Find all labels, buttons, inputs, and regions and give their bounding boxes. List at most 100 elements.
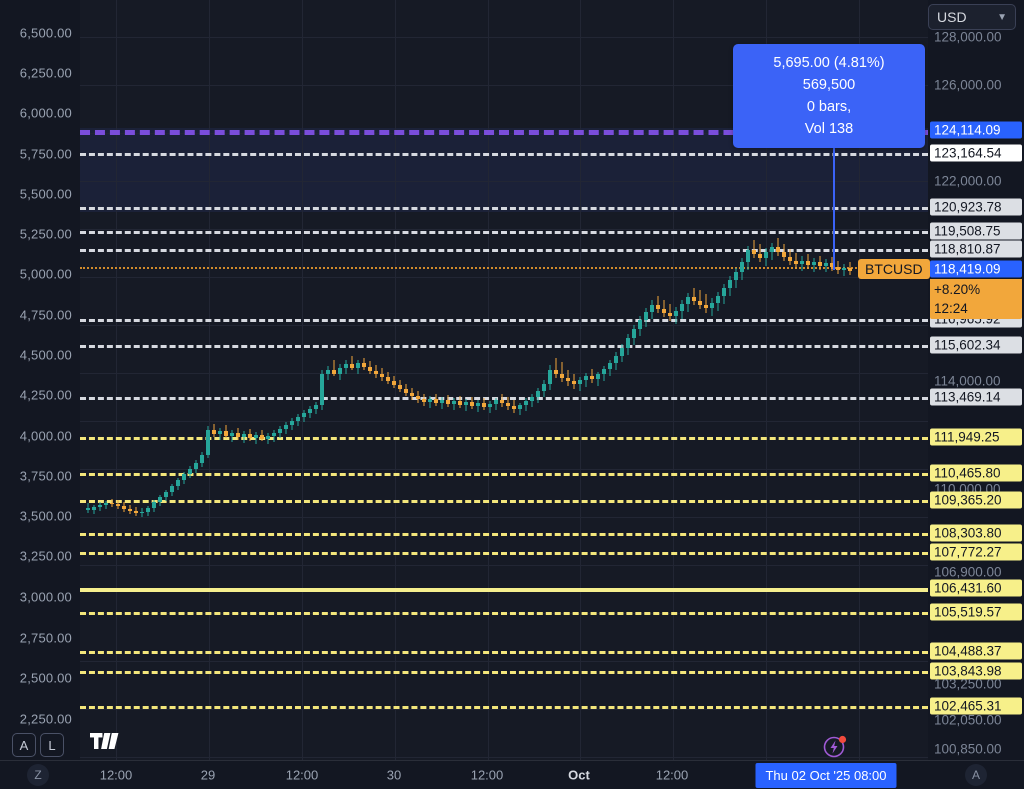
time-axis-label: 12:00 <box>285 767 319 783</box>
candle-body <box>404 389 408 393</box>
candle-wick <box>465 399 467 411</box>
candlestick <box>128 0 132 760</box>
price-level-badge: 105,519.57 <box>930 603 1022 621</box>
candle-body <box>326 370 330 374</box>
time-autoscale-button[interactable]: A <box>965 764 987 786</box>
candle-body <box>824 263 828 266</box>
candlestick <box>734 0 738 760</box>
time-axis-label: 29 <box>200 767 216 783</box>
indicator-line <box>80 706 928 709</box>
candle-body <box>254 435 258 438</box>
candlestick <box>272 0 276 760</box>
candle-body <box>518 405 522 409</box>
candlestick <box>440 0 444 760</box>
candle-body <box>776 247 780 252</box>
candle-body <box>248 434 252 438</box>
alert-lightning-icon[interactable] <box>822 733 848 759</box>
candle-wick <box>561 362 563 382</box>
candlestick <box>308 0 312 760</box>
chevron-down-icon: ▼ <box>997 11 1007 23</box>
candlestick <box>788 0 792 760</box>
candle-wick <box>705 294 707 313</box>
left-axis-tick-label: 5,250.00 <box>19 226 72 242</box>
left-axis-tick-label: 3,750.00 <box>19 468 72 484</box>
right-axis-tick-label: 122,000.00 <box>934 173 1002 189</box>
candle-wick <box>519 403 521 415</box>
candle-wick <box>351 356 353 370</box>
left-axis-tick-label: 4,500.00 <box>19 347 72 363</box>
candlestick <box>662 0 666 760</box>
log-scale-button[interactable]: L <box>40 733 64 757</box>
time-axis[interactable]: Z 12:00 29 12:00 30 12:00 Oct 12:00 Thu 02 Oct… <box>0 760 1024 789</box>
left-price-axis[interactable]: 6,500.00 6,250.00 6,000.00 5,750.00 5,500.00… <box>0 0 80 760</box>
candlestick <box>506 0 510 760</box>
candlestick <box>674 0 678 760</box>
candlestick <box>428 0 432 760</box>
candle-body <box>560 374 564 378</box>
candle-body <box>290 421 294 425</box>
candle-wick <box>231 430 233 442</box>
candle-body <box>92 507 96 510</box>
tooltip-line-volume: Vol 138 <box>804 121 854 137</box>
tradingview-logo-icon[interactable] <box>90 730 122 757</box>
candle-body <box>320 374 324 405</box>
candlestick <box>668 0 672 760</box>
candlestick <box>416 0 420 760</box>
candlestick <box>656 0 660 760</box>
candle-body <box>806 261 810 265</box>
candle-body <box>836 267 840 270</box>
candle-body <box>590 376 594 379</box>
right-price-axis[interactable]: 128,000.00 126,000.00 124,114.09 123,164.54… <box>928 0 1024 760</box>
candle-body <box>644 312 648 320</box>
candle-body <box>506 403 510 406</box>
right-axis-tick-label: 103,250.00 <box>934 676 1002 692</box>
candle-body <box>788 257 792 261</box>
candle-wick <box>333 360 335 376</box>
right-axis-tick-label: 102,050.00 <box>934 712 1002 728</box>
candle-body <box>410 393 414 396</box>
candlestick <box>812 0 816 760</box>
candle-body <box>140 512 144 513</box>
candlestick <box>296 0 300 760</box>
indicator-line <box>80 153 928 156</box>
auto-scale-button[interactable]: A <box>12 733 36 757</box>
candlestick <box>170 0 174 760</box>
candle-body <box>686 297 690 304</box>
candlestick <box>392 0 396 760</box>
candlestick <box>638 0 642 760</box>
indicator-line <box>80 473 928 476</box>
candlestick <box>422 0 426 760</box>
candle-body <box>470 402 474 406</box>
grid-line-vertical <box>395 0 396 760</box>
candlestick <box>818 0 822 760</box>
candle-body <box>260 435 264 439</box>
price-level-badge: 124,114.09 <box>930 121 1022 139</box>
grid-line-horizontal <box>80 181 928 182</box>
timezone-button[interactable]: Z <box>27 764 49 786</box>
candle-wick <box>699 290 701 309</box>
left-axis-tick-label: 2,500.00 <box>19 670 72 686</box>
grid-line-horizontal <box>80 229 928 230</box>
candlestick <box>770 0 774 760</box>
candle-body <box>722 288 726 296</box>
candle-body <box>548 370 552 384</box>
candlestick <box>794 0 798 760</box>
candle-wick <box>585 373 587 387</box>
tooltip-line-price-change: 5,695.00 (4.81%) 569,500 <box>773 55 885 93</box>
symbol-price-tag[interactable]: BTCUSD <box>858 259 930 279</box>
candle-wick <box>255 432 257 444</box>
candlestick <box>266 0 270 760</box>
candlestick <box>560 0 564 760</box>
grid-line-horizontal <box>80 421 928 422</box>
candle-body <box>656 305 660 309</box>
candle-wick <box>105 501 107 509</box>
currency-selector[interactable]: USD ▼ <box>928 4 1016 30</box>
grid-line-horizontal <box>80 37 928 38</box>
candle-body <box>86 508 90 510</box>
candle-wick <box>441 397 443 409</box>
candle-body <box>218 431 222 434</box>
candlestick <box>332 0 336 760</box>
candle-body <box>494 400 498 404</box>
candle-body <box>428 399 432 402</box>
candle-body <box>458 401 462 405</box>
